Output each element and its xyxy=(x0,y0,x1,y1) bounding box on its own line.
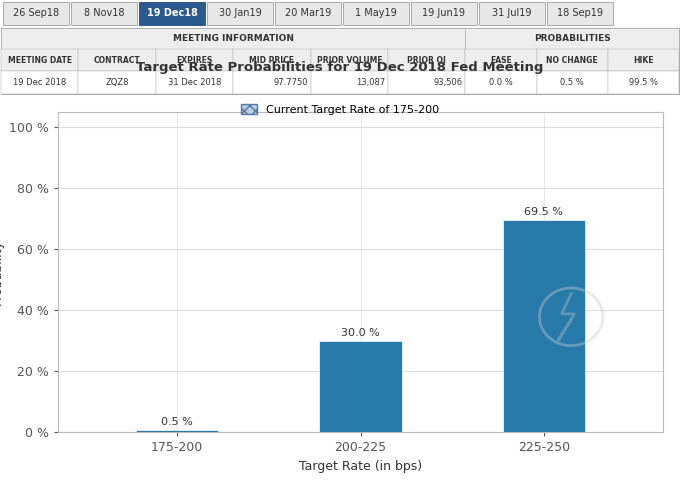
FancyBboxPatch shape xyxy=(465,71,537,94)
Text: 0.0 %: 0.0 % xyxy=(489,78,513,87)
FancyBboxPatch shape xyxy=(465,28,679,49)
Text: 69.5 %: 69.5 % xyxy=(524,207,563,217)
Text: 18 Sep19: 18 Sep19 xyxy=(557,9,603,19)
Text: 19 Dec18: 19 Dec18 xyxy=(147,9,197,19)
Text: 97.7750: 97.7750 xyxy=(273,78,307,87)
Bar xyxy=(136,431,218,432)
FancyBboxPatch shape xyxy=(156,49,233,71)
FancyBboxPatch shape xyxy=(1,71,78,94)
FancyBboxPatch shape xyxy=(78,49,156,71)
FancyBboxPatch shape xyxy=(1,28,465,49)
FancyBboxPatch shape xyxy=(1,28,679,94)
FancyBboxPatch shape xyxy=(388,71,465,94)
FancyBboxPatch shape xyxy=(156,71,233,94)
FancyBboxPatch shape xyxy=(71,2,137,25)
X-axis label: Target Rate (in bps): Target Rate (in bps) xyxy=(299,459,422,473)
Text: HIKE: HIKE xyxy=(633,56,653,64)
Text: PROBABILITIES: PROBABILITIES xyxy=(534,34,611,43)
Text: EXPIRES: EXPIRES xyxy=(176,56,213,64)
Text: PRIOR VOLUME: PRIOR VOLUME xyxy=(316,56,382,64)
Text: 31 Jul19: 31 Jul19 xyxy=(492,9,532,19)
FancyBboxPatch shape xyxy=(233,71,311,94)
Text: MID PRICE: MID PRICE xyxy=(250,56,294,64)
Text: ZQZ8: ZQZ8 xyxy=(105,78,129,87)
Text: 99.5 %: 99.5 % xyxy=(629,78,658,87)
Text: MEETING INFORMATION: MEETING INFORMATION xyxy=(173,34,294,43)
Text: 19 Jun19: 19 Jun19 xyxy=(422,9,466,19)
Text: 8 Nov18: 8 Nov18 xyxy=(84,9,124,19)
FancyBboxPatch shape xyxy=(479,2,545,25)
Bar xyxy=(319,341,402,432)
Text: 1 May19: 1 May19 xyxy=(355,9,397,19)
Text: 30 Jan19: 30 Jan19 xyxy=(219,9,261,19)
FancyBboxPatch shape xyxy=(388,49,465,71)
Text: 20 Mar19: 20 Mar19 xyxy=(285,9,331,19)
FancyBboxPatch shape xyxy=(233,49,311,71)
FancyBboxPatch shape xyxy=(465,49,537,71)
FancyBboxPatch shape xyxy=(275,2,341,25)
Text: MEETING DATE: MEETING DATE xyxy=(7,56,72,64)
FancyBboxPatch shape xyxy=(608,71,679,94)
Text: NO CHANGE: NO CHANGE xyxy=(547,56,598,64)
FancyBboxPatch shape xyxy=(547,2,613,25)
Text: Target Rate Probabilities for 19 Dec 2018 Fed Meeting: Target Rate Probabilities for 19 Dec 201… xyxy=(136,61,544,74)
Bar xyxy=(503,220,585,432)
Legend: Current Target Rate of 175-200: Current Target Rate of 175-200 xyxy=(236,99,444,119)
Text: 19 Dec 2018: 19 Dec 2018 xyxy=(13,78,67,87)
Text: EASE: EASE xyxy=(490,56,512,64)
FancyBboxPatch shape xyxy=(78,71,156,94)
FancyBboxPatch shape xyxy=(537,49,608,71)
FancyBboxPatch shape xyxy=(207,2,273,25)
Text: 30.0 %: 30.0 % xyxy=(341,327,380,337)
Text: 26 Sep18: 26 Sep18 xyxy=(13,9,59,19)
Text: 31 Dec 2018: 31 Dec 2018 xyxy=(168,78,221,87)
Text: 0.5 %: 0.5 % xyxy=(560,78,584,87)
FancyBboxPatch shape xyxy=(311,49,388,71)
Y-axis label: Probability: Probability xyxy=(0,239,3,305)
Text: PRIOR OI: PRIOR OI xyxy=(407,56,446,64)
Text: 93,506: 93,506 xyxy=(433,78,462,87)
FancyBboxPatch shape xyxy=(411,2,477,25)
FancyBboxPatch shape xyxy=(311,71,388,94)
FancyBboxPatch shape xyxy=(3,2,69,25)
FancyBboxPatch shape xyxy=(343,2,409,25)
FancyBboxPatch shape xyxy=(537,71,608,94)
FancyBboxPatch shape xyxy=(1,49,78,71)
Text: 13,087: 13,087 xyxy=(356,78,385,87)
Text: 0.5 %: 0.5 % xyxy=(161,418,193,427)
Text: CONTRACT: CONTRACT xyxy=(94,56,141,64)
FancyBboxPatch shape xyxy=(608,49,679,71)
FancyBboxPatch shape xyxy=(139,2,205,25)
